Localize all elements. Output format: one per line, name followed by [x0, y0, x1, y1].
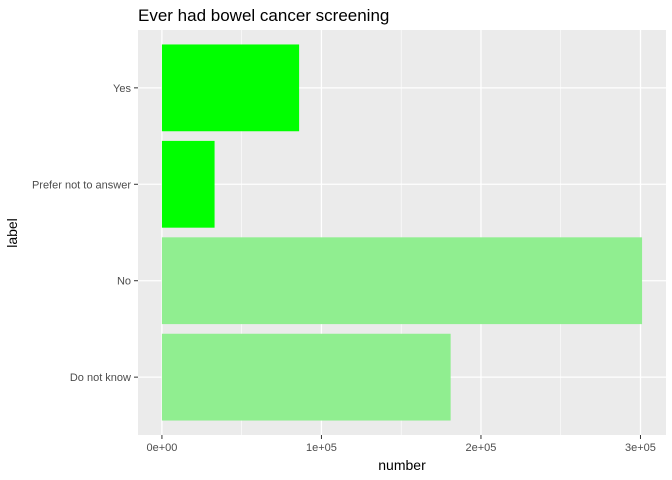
bars [161, 44, 643, 421]
bar-no [161, 237, 643, 325]
y-axis-title: label [4, 218, 20, 248]
x-tick-label: 3e+05 [625, 442, 656, 454]
bar-yes [161, 44, 300, 132]
y-tick-label: No [117, 276, 131, 288]
x-tick-label: 2e+05 [466, 442, 497, 454]
y-tick-label: Do not know [70, 372, 131, 384]
y-tick-label: Yes [113, 83, 131, 95]
x-tick-label: 1e+05 [306, 442, 337, 454]
y-tick-label: Prefer not to answer [32, 179, 131, 191]
bar-do-not-know [161, 333, 451, 421]
x-tick-label: 0e+00 [146, 442, 177, 454]
bar-prefer-not-to-answer [161, 140, 215, 228]
x-axis-title: number [378, 457, 426, 473]
x-axis: 0e+00 1e+05 2e+05 3e+05 [146, 435, 656, 454]
y-axis: Do not know No Prefer not to answer Yes [32, 83, 138, 384]
chart-title: Ever had bowel cancer screening [138, 6, 389, 25]
